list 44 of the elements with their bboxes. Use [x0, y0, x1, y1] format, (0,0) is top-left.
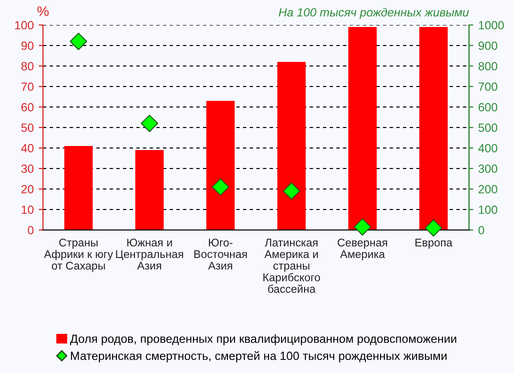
y2-tick-label: 100 — [478, 206, 498, 214]
bar — [277, 62, 306, 230]
x-tick-label: Южная и Центральная Азия — [116, 238, 184, 270]
point — [424, 219, 442, 237]
point — [140, 114, 158, 132]
y-tick-label: 80 — [21, 62, 34, 70]
bar — [348, 27, 377, 230]
y2-tick-label: 400 — [478, 144, 498, 152]
bar — [135, 150, 164, 230]
point — [212, 178, 230, 196]
y2-tick-label: 500 — [478, 124, 498, 132]
y2-tick-label: 0 — [478, 226, 484, 234]
y-tick-label: 60 — [21, 103, 34, 112]
legend-label: Материнская смертность, смертей на 100 тысяч рожденных живыми — [70, 351, 447, 362]
x-tick-label: Юго- Восточная Азия — [194, 238, 247, 270]
y2-tick-label: 200 — [478, 185, 498, 194]
y2-tick-label: 800 — [478, 62, 498, 70]
y-tick-label: 30 — [21, 164, 34, 173]
bar — [419, 27, 448, 230]
y-tick-label: 0 — [28, 226, 34, 234]
y-tick-label: 90 — [21, 42, 34, 50]
y-tick-label: 40 — [21, 144, 34, 152]
y2-tick-label: 1000 — [478, 21, 504, 30]
x-tick-label: Латинская Америка и страны Карибского бассейна — [263, 238, 320, 293]
y2-tick-label: 700 — [478, 82, 498, 91]
bar — [206, 100, 235, 230]
y2-tick-label: 900 — [478, 42, 498, 50]
y-tick-label: 70 — [21, 82, 34, 91]
y-tick-label: 10 — [22, 206, 34, 214]
x-tick-label: Европа — [415, 238, 452, 249]
y-tick-label: 50 — [21, 124, 34, 132]
bar — [64, 146, 93, 230]
point — [282, 182, 300, 200]
point — [354, 218, 372, 236]
y2-axis-title: На 100 тысяч рожденных живыми — [278, 8, 469, 19]
y2-tick-label: 300 — [478, 164, 498, 173]
x-tick-label: Северная Америка — [338, 238, 388, 260]
y-axis-title: % — [37, 6, 49, 16]
y-tick-label: 20 — [21, 185, 34, 194]
x-tick-label: Страны Африки к югу от Сахары — [44, 238, 114, 272]
point — [70, 32, 88, 50]
y-tick-label: 100 — [15, 21, 34, 30]
legend-label: Доля родов, проведенных при квалифицированном родовспоможении — [70, 334, 456, 346]
y2-tick-label: 600 — [478, 103, 498, 112]
